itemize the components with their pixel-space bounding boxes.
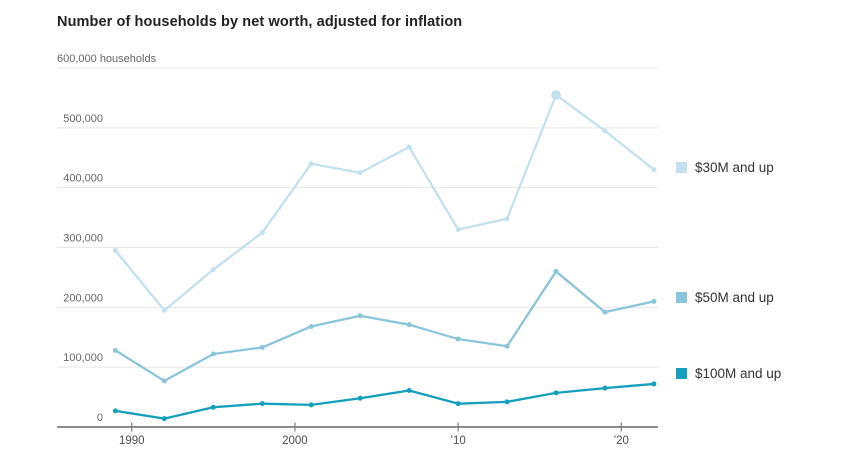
data-point <box>553 390 559 396</box>
legend-label-50m: $50M and up <box>695 290 774 305</box>
legend-label-100m: $100M and up <box>695 366 782 381</box>
data-point <box>602 128 608 134</box>
y-axis-tick-label: 500,000 <box>63 113 103 125</box>
data-point <box>406 388 412 394</box>
data-point <box>161 378 167 384</box>
data-point <box>357 313 363 319</box>
legend-label-30m: $30M and up <box>695 160 774 175</box>
y-axis-tick-label: 0 <box>97 412 103 424</box>
data-point <box>553 268 559 274</box>
data-point <box>259 401 265 407</box>
series-line-100m-and-up <box>114 382 656 420</box>
legend-item-30m-and-up: $30M and up <box>676 160 774 175</box>
data-point <box>651 298 657 304</box>
y-axis-tick-label: 200,000 <box>63 292 103 304</box>
data-point <box>259 344 265 350</box>
data-point <box>161 416 167 422</box>
data-point <box>504 399 510 405</box>
data-point <box>602 309 608 315</box>
data-point <box>406 322 412 328</box>
data-point <box>455 336 461 342</box>
data-point <box>308 402 314 408</box>
x-axis-tick-label: 1990 <box>119 435 145 447</box>
legend-item-100m-and-up: $100M and up <box>676 366 781 381</box>
data-point <box>308 323 314 329</box>
chart-title: Number of households by net worth, adjus… <box>57 14 463 30</box>
x-axis-tick-label: ’20 <box>614 435 629 447</box>
data-point <box>455 227 461 233</box>
x-axis-tick-label: ’10 <box>450 435 465 447</box>
data-point <box>357 170 363 176</box>
legend-swatch-50m-icon <box>676 292 687 303</box>
data-point <box>112 247 118 253</box>
data-point <box>406 144 412 150</box>
data-point <box>259 230 265 236</box>
legend-item-50m-and-up: $50M and up <box>676 290 774 305</box>
series-line-30m-and-up <box>114 93 656 312</box>
data-point <box>161 307 167 313</box>
data-point <box>210 267 216 273</box>
data-point <box>210 404 216 410</box>
x-axis-tick-label: 2000 <box>282 435 308 447</box>
y-axis-tick-label: 400,000 <box>63 173 103 185</box>
data-point <box>602 385 608 391</box>
series-line-50m-and-up <box>114 270 656 383</box>
y-axis-tick-label: 100,000 <box>63 352 103 364</box>
legend-swatch-30m-icon <box>676 162 687 173</box>
data-point <box>651 167 657 173</box>
data-point <box>357 395 363 401</box>
data-point <box>504 216 510 222</box>
y-axis-tick-label: 300,000 <box>63 233 103 245</box>
data-point <box>455 401 461 407</box>
data-point <box>112 347 118 353</box>
data-point <box>651 381 657 387</box>
data-point <box>112 408 118 414</box>
data-point <box>210 351 216 357</box>
data-point <box>504 343 510 349</box>
y-axis-tick-label: 600,000 households <box>57 53 157 65</box>
legend-swatch-100m-icon <box>676 368 687 379</box>
data-point <box>308 161 314 167</box>
highlighted-data-point-30m-and-up <box>551 90 561 100</box>
